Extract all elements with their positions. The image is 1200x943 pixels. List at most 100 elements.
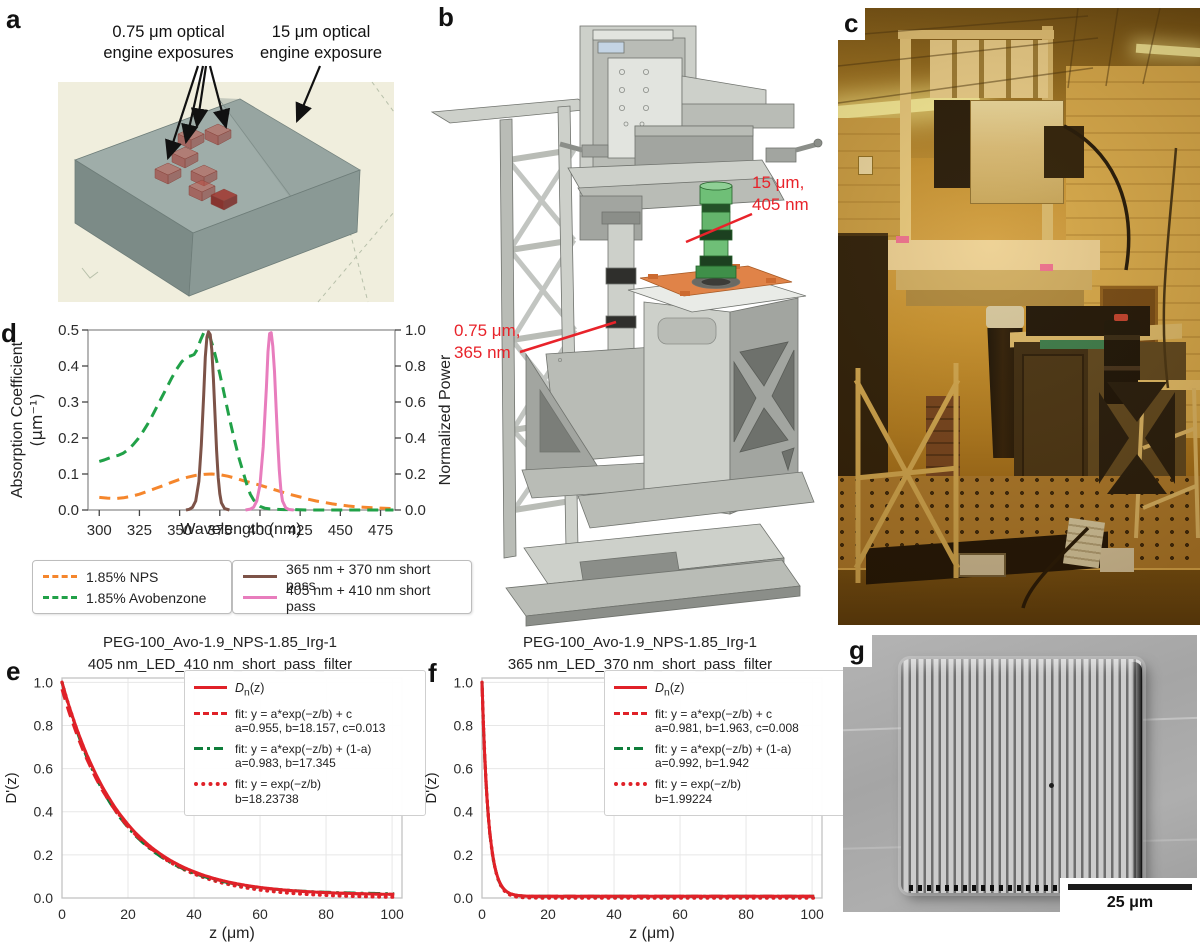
legend-dn-label: Dn(z) bbox=[655, 681, 685, 699]
panel-e-title: PEG-100_Avo-1.9_NPS-1.85_Irg-1 405 nm_LE… bbox=[87, 634, 353, 673]
scale-bar-box: 25 μm bbox=[1060, 878, 1200, 922]
svg-text:1.0: 1.0 bbox=[405, 322, 426, 339]
svg-text:0.5: 0.5 bbox=[58, 322, 79, 339]
fit2-line-swatch bbox=[194, 747, 227, 751]
svg-text:0.8: 0.8 bbox=[454, 717, 474, 733]
d-x-axis-label: Wavelength (nm) bbox=[180, 521, 301, 538]
svg-text:0: 0 bbox=[478, 906, 486, 922]
f-y-axis-label: D'(z) bbox=[423, 772, 440, 803]
svg-text:0.4: 0.4 bbox=[454, 804, 474, 820]
legend-fit1: fit: y = a*exp(−z/b) + c a=0.955, b=18.15… bbox=[235, 706, 386, 735]
photo-pink-marker-1 bbox=[896, 236, 909, 243]
led-legend: 365 nm + 370 nm short pass 405 nm + 410 … bbox=[232, 560, 472, 614]
svg-text:40: 40 bbox=[606, 906, 622, 922]
dn-line-swatch bbox=[614, 686, 647, 689]
annotation-arrows bbox=[165, 65, 322, 161]
panel-c-lab-photo: c bbox=[838, 8, 1200, 625]
panel-b-label: b bbox=[438, 2, 454, 32]
fit3-line-swatch bbox=[194, 782, 227, 787]
micrograph bbox=[843, 635, 1197, 912]
panel-f: PEG-100_Avo-1.9_NPS-1.85_Irg-1 365 nm_LE… bbox=[420, 630, 846, 943]
svg-text:0.0: 0.0 bbox=[454, 890, 474, 906]
svg-text:0.2: 0.2 bbox=[454, 847, 474, 863]
sample-chamber-box bbox=[627, 264, 807, 515]
svg-text:325: 325 bbox=[127, 522, 152, 539]
construction-guides bbox=[81, 81, 395, 303]
svg-text:450: 450 bbox=[328, 522, 353, 539]
svg-text:375: 375 bbox=[207, 522, 232, 539]
svg-text:0.0: 0.0 bbox=[405, 502, 426, 519]
cad-tool-render bbox=[430, 25, 823, 627]
panel-a-label: a bbox=[6, 4, 21, 34]
svg-text:1.0: 1.0 bbox=[454, 674, 474, 690]
fit-legend-365: Dn(z) fit: y = a*exp(−z/b) + c a=0.981, b… bbox=[604, 670, 846, 816]
gantry-stage-assembly bbox=[559, 25, 823, 241]
led405-line-swatch bbox=[243, 596, 277, 599]
405nm-lens-stack bbox=[695, 181, 737, 279]
absorption-spectra-chart: 0.0 0.2 0.4 0.6 0.8 1.0 0.0 0.1 0.2 0.3 0.4 0.5 300 3… bbox=[9, 322, 454, 539]
svg-text:0.6: 0.6 bbox=[454, 761, 474, 777]
dn-line-swatch bbox=[194, 686, 227, 689]
panel-g-label: g bbox=[843, 635, 872, 667]
scale-bar bbox=[1068, 884, 1192, 890]
photo-wall-box bbox=[858, 156, 873, 175]
photo-frame-rail-left bbox=[900, 30, 911, 268]
fit-legend-405: Dn(z) fit: y = a*exp(−z/b) + c a=0.955, b… bbox=[184, 670, 426, 816]
d-right-axis-label: Normalized Power bbox=[437, 354, 454, 485]
base-plates bbox=[505, 471, 815, 627]
panel-d: d 0.0 0.2 0.4 0.6 0.8 1.0 0.0 0.1 0.2 0.3 0.4 0.5 30… bbox=[0, 318, 472, 630]
svg-text:0.2: 0.2 bbox=[58, 430, 79, 447]
e-y-axis-label: D'(z) bbox=[3, 772, 20, 803]
photo-platform-3 bbox=[906, 290, 1084, 306]
led365-line-swatch bbox=[243, 575, 277, 578]
svg-text:0.4: 0.4 bbox=[34, 804, 54, 820]
svg-text:0.6: 0.6 bbox=[405, 394, 426, 411]
svg-text:0.0: 0.0 bbox=[34, 890, 54, 906]
callout-405nm: 15 μm, 405 nm bbox=[752, 173, 809, 215]
panel-a: a 0.75 μm optical engine exposures 15 μm… bbox=[0, 0, 430, 318]
panel-e-label: e bbox=[6, 656, 21, 686]
svg-text:0: 0 bbox=[58, 906, 66, 922]
svg-text:20: 20 bbox=[540, 906, 556, 922]
svg-text:80: 80 bbox=[738, 906, 754, 922]
svg-text:0.6: 0.6 bbox=[34, 761, 54, 777]
svg-text:300: 300 bbox=[87, 522, 112, 539]
legend-label-365: 365 nm + 370 nm short pass bbox=[286, 560, 431, 593]
callout-365nm: 0.75 μm, 365 nm bbox=[454, 321, 521, 363]
svg-text:0.2: 0.2 bbox=[405, 466, 426, 483]
svg-text:0.8: 0.8 bbox=[34, 717, 54, 733]
panel-f-title: PEG-100_Avo-1.9_NPS-1.85_Irg-1 365 nm_LE… bbox=[507, 634, 773, 673]
svg-text:20: 20 bbox=[120, 906, 136, 922]
photo-pink-marker-2 bbox=[1040, 264, 1053, 271]
photo-pcb-edge bbox=[1040, 340, 1104, 349]
panel-g: g 25 μm bbox=[843, 630, 1200, 943]
debris-speck bbox=[1049, 783, 1054, 788]
svg-text:0.4: 0.4 bbox=[58, 358, 79, 375]
printed-grating-square bbox=[901, 659, 1143, 893]
panel-e: PEG-100_Avo-1.9_NPS-1.85_Irg-1 405 nm_LE… bbox=[0, 630, 426, 943]
svg-text:1.0: 1.0 bbox=[34, 674, 54, 690]
absorber-legend: 1.85% NPS 1.85% Avobenzone bbox=[32, 560, 232, 614]
panel-a-annotation-15: 15 μm optical engine exposure bbox=[259, 23, 382, 62]
resin-slab bbox=[74, 97, 361, 297]
svg-text:60: 60 bbox=[252, 906, 268, 922]
fit1-line-swatch bbox=[194, 711, 227, 715]
fit2-line-swatch bbox=[614, 747, 647, 751]
d-y-axis-label-line2: (μm⁻¹) bbox=[27, 393, 46, 446]
legend-label-avobenzone: 1.85% Avobenzone bbox=[86, 589, 207, 606]
avobenzone-line-swatch bbox=[43, 596, 77, 599]
svg-text:0.1: 0.1 bbox=[58, 466, 79, 483]
photo-stage-motor bbox=[934, 100, 971, 188]
legend-fit2: fit: y = a*exp(−z/b) + (1-a) a=0.992, b=1… bbox=[655, 742, 792, 771]
fit1-line-swatch bbox=[614, 711, 647, 715]
photo-detail-lines bbox=[838, 8, 1200, 609]
svg-text:0.0: 0.0 bbox=[58, 502, 79, 519]
d-y-axis-label-line1: Absorption Coefficient bbox=[9, 341, 26, 498]
f-x-axis-label: z (μm) bbox=[629, 925, 675, 942]
scale-bar-label: 25 μm bbox=[1106, 894, 1154, 911]
photo-far-tabletop bbox=[1138, 380, 1200, 390]
legend-fit3: fit: y = exp(−z/b) b=18.23738 bbox=[235, 777, 322, 806]
photo-red-cap bbox=[1114, 314, 1128, 321]
legend-fit3: fit: y = exp(−z/b) b=1.99224 bbox=[655, 777, 742, 806]
